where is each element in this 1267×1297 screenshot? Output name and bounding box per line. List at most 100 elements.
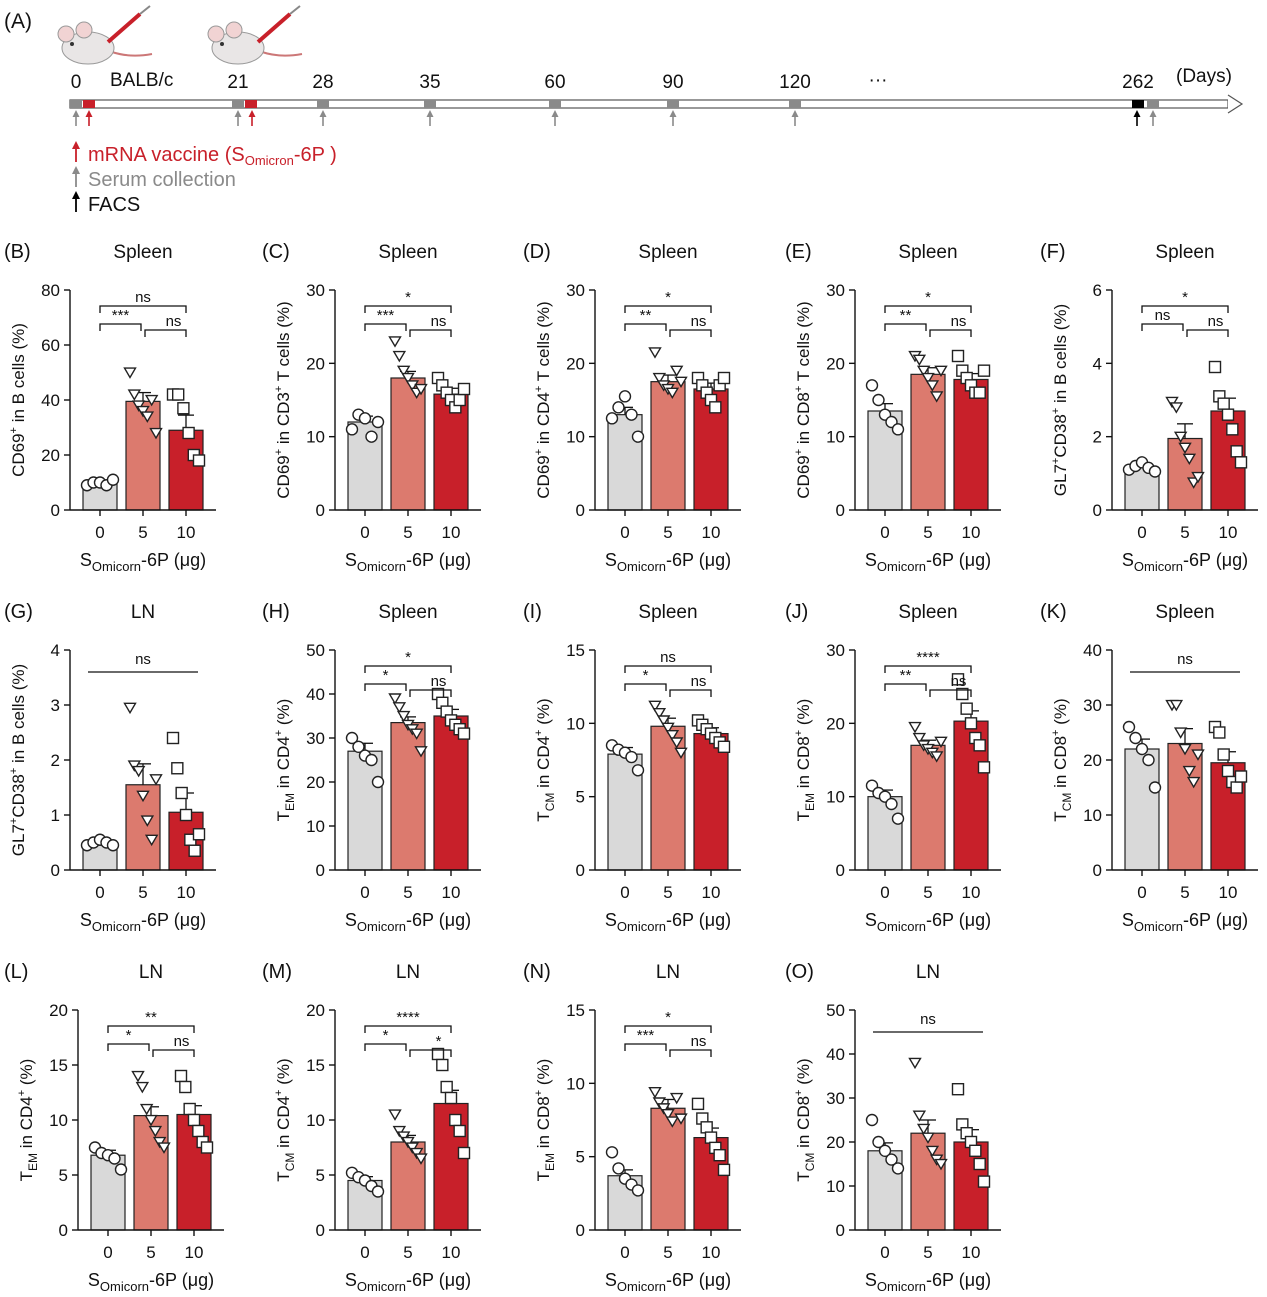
panel-title: Spleen xyxy=(638,242,697,263)
data-point xyxy=(127,760,142,772)
panel-title: Spleen xyxy=(1155,602,1214,623)
data-point xyxy=(139,1103,154,1116)
panel-o: (O) LN 0 10 20 30 40 50 0 5 10 SOmicorn-6P (μg) TCM … xyxy=(785,961,1001,1294)
data-point xyxy=(674,747,688,759)
y-axis-label: CD69+ in CD4+ T cells (%) xyxy=(533,301,553,498)
x-tick-label: 5 xyxy=(923,883,932,902)
data-point xyxy=(885,797,898,811)
y-tick-label: 30 xyxy=(306,281,325,300)
data-point xyxy=(187,1113,201,1127)
data-point xyxy=(457,1146,471,1160)
y-tick-label: 4 xyxy=(1093,354,1102,373)
y-tick-label: 20 xyxy=(1083,751,1102,770)
legend-vaccine-arrow-head xyxy=(72,141,80,149)
panel-h: (H) Spleen 0 10 20 30 40 50 0 5 10 SOmicorn-6P (μg)… xyxy=(262,601,481,934)
data-point xyxy=(444,1091,458,1105)
data-point xyxy=(123,702,137,715)
panel-label: (L) xyxy=(4,961,28,983)
serum-arrow-head xyxy=(791,110,799,117)
x-tick-label: 5 xyxy=(1180,523,1189,542)
data-point xyxy=(908,1057,922,1070)
data-point xyxy=(656,715,671,727)
sig-label: **** xyxy=(916,649,940,666)
sig-bracket xyxy=(409,1049,452,1057)
data-point xyxy=(916,365,931,377)
panel-title: LN xyxy=(916,962,940,983)
data-point xyxy=(1178,442,1192,454)
sig-label: * xyxy=(925,289,931,306)
data-point xyxy=(414,383,428,396)
data-point xyxy=(106,473,120,486)
data-point xyxy=(1173,727,1188,739)
y-tick-label: 20 xyxy=(306,1001,325,1020)
y-tick-label: 40 xyxy=(826,1045,845,1064)
x-axis-label: SOmicorn-6P (μg) xyxy=(80,910,206,934)
x-tick-label: 5 xyxy=(403,883,412,902)
panel-label: (C) xyxy=(262,241,290,263)
sig-bracket xyxy=(884,665,972,673)
data-point xyxy=(1182,765,1197,778)
data-point xyxy=(1165,396,1179,409)
y-tick-label: 10 xyxy=(566,428,585,447)
y-tick-label: 50 xyxy=(826,1001,845,1020)
panel-label: (I) xyxy=(523,601,542,623)
panel-c: (C) Spleen 0 10 20 30 0 5 10 SOmicorn-6P (μg) CD69… xyxy=(262,241,481,574)
y-tick-label: 5 xyxy=(59,1166,68,1185)
day-label-28: 28 xyxy=(312,72,333,93)
mouse-ear xyxy=(75,21,93,39)
panel-title: Spleen xyxy=(113,242,172,263)
y-tick-label: 0 xyxy=(836,1221,845,1240)
panel-label: (O) xyxy=(785,961,814,983)
mouse-icon-dose1 xyxy=(57,5,153,65)
mouse-tail xyxy=(261,51,303,57)
data-point xyxy=(396,365,411,377)
x-tick-label: 0 xyxy=(360,883,369,902)
syringe xyxy=(106,12,142,44)
x-tick-label: 0 xyxy=(95,523,104,542)
sig-bracket xyxy=(884,323,927,331)
y-axis-label: CD69+ in CD8+ T cells (%) xyxy=(793,301,813,498)
sig-bracket xyxy=(409,329,452,337)
data-point xyxy=(174,1069,188,1083)
y-tick-label: 15 xyxy=(306,1056,325,1075)
panel-m: (M) LN 0 5 10 15 20 0 5 10 SOmicorn-6P (μg) TCM in … xyxy=(262,961,481,1294)
data-point xyxy=(106,839,120,852)
y-tick-label: 5 xyxy=(316,1166,325,1185)
mouse-icon-dose2 xyxy=(207,5,303,65)
data-point xyxy=(700,1121,713,1134)
data-point xyxy=(956,687,969,701)
x-tick-label: 0 xyxy=(95,883,104,902)
panel-title: Spleen xyxy=(638,602,697,623)
sig-bracket xyxy=(624,1025,712,1033)
sig-bracket xyxy=(99,323,142,331)
x-tick-label: 0 xyxy=(620,883,629,902)
data-point xyxy=(612,1162,625,1175)
y-tick-label: 20 xyxy=(41,446,60,465)
data-point xyxy=(192,454,206,467)
panel-title: LN xyxy=(396,962,420,983)
day-label-35: 35 xyxy=(419,72,440,93)
data-point xyxy=(414,746,428,758)
x-tick-label: 5 xyxy=(403,523,412,542)
y-axis-label: TCM in CD8+ (%) xyxy=(1050,698,1074,821)
data-point xyxy=(648,700,662,713)
x-axis-label: SOmicorn-6P (μg) xyxy=(605,910,731,934)
x-tick-label: 0 xyxy=(880,1243,889,1262)
data-point xyxy=(631,430,645,443)
sig-label: ns xyxy=(174,1033,190,1050)
data-point xyxy=(709,401,722,414)
data-point xyxy=(665,1116,680,1128)
data-point xyxy=(127,389,142,401)
data-point xyxy=(665,729,680,742)
data-point xyxy=(135,1081,150,1094)
data-point xyxy=(457,727,471,740)
x-tick-label: 10 xyxy=(177,523,196,542)
data-point xyxy=(872,393,885,407)
panel-title: Spleen xyxy=(378,242,437,263)
y-tick-label: 10 xyxy=(826,1177,845,1196)
x-tick-label: 0 xyxy=(880,883,889,902)
y-axis-label: GL7+CD38+ in B cells (%) xyxy=(8,664,28,856)
data-point xyxy=(192,1124,205,1138)
sig-bracket xyxy=(152,1049,195,1057)
y-tick-label: 2 xyxy=(1093,428,1102,447)
